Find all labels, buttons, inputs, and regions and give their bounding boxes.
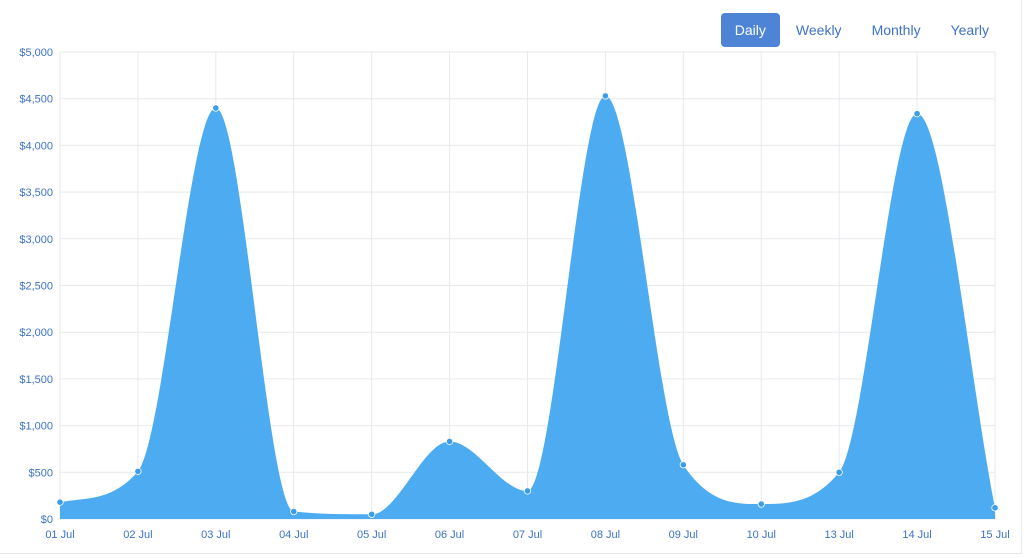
data-point (913, 110, 921, 118)
x-tick-label: 07 Jul (513, 529, 542, 541)
data-point (679, 461, 687, 469)
x-tick-label: 06 Jul (435, 529, 464, 541)
x-tick-label: 02 Jul (123, 529, 152, 541)
x-tick-label: 09 Jul (669, 529, 698, 541)
y-tick-label: $1,000 (19, 421, 53, 433)
data-point (56, 498, 64, 506)
tab-weekly[interactable]: Weekly (795, 22, 842, 38)
x-tick-label: 01 Jul (45, 529, 74, 541)
x-tick-label: 14 Jul (902, 529, 931, 541)
range-tabs: Daily Weekly Monthly Yearly (719, 13, 1003, 47)
data-point (134, 467, 142, 475)
x-tick-label: 03 Jul (201, 529, 230, 541)
y-tick-label: $2,000 (19, 327, 53, 339)
data-point (601, 92, 610, 100)
data-point (991, 504, 999, 512)
tab-daily[interactable]: Daily (720, 13, 780, 47)
y-tick-label: $500 (29, 467, 53, 479)
y-tick-label: $2,500 (19, 281, 53, 293)
y-tick-label: $5,000 (19, 47, 53, 59)
y-tick-label: $0 (41, 514, 53, 526)
data-point (212, 104, 220, 112)
x-tick-label: 05 Jul (357, 529, 386, 541)
x-tick-label: 15 Jul (980, 529, 1009, 541)
x-tick-label: 13 Jul (824, 529, 853, 541)
y-tick-label: $3,500 (19, 187, 53, 199)
tab-yearly[interactable]: Yearly (950, 22, 989, 38)
x-tick-label: 10 Jul (747, 529, 776, 541)
x-tick-label: 08 Jul (591, 529, 620, 541)
data-point (290, 507, 298, 516)
data-point (445, 437, 454, 446)
data-point (523, 487, 532, 495)
data-point (757, 500, 765, 508)
tab-monthly[interactable]: Monthly (871, 22, 921, 38)
y-tick-label: $1,500 (19, 374, 53, 386)
series-area (60, 95, 995, 519)
y-tick-label: $4,500 (19, 94, 53, 106)
y-tick-label: $3,000 (19, 234, 53, 246)
data-point (368, 510, 376, 518)
x-tick-label: 04 Jul (279, 529, 308, 541)
y-tick-label: $4,000 (19, 140, 53, 152)
data-point (835, 468, 843, 476)
